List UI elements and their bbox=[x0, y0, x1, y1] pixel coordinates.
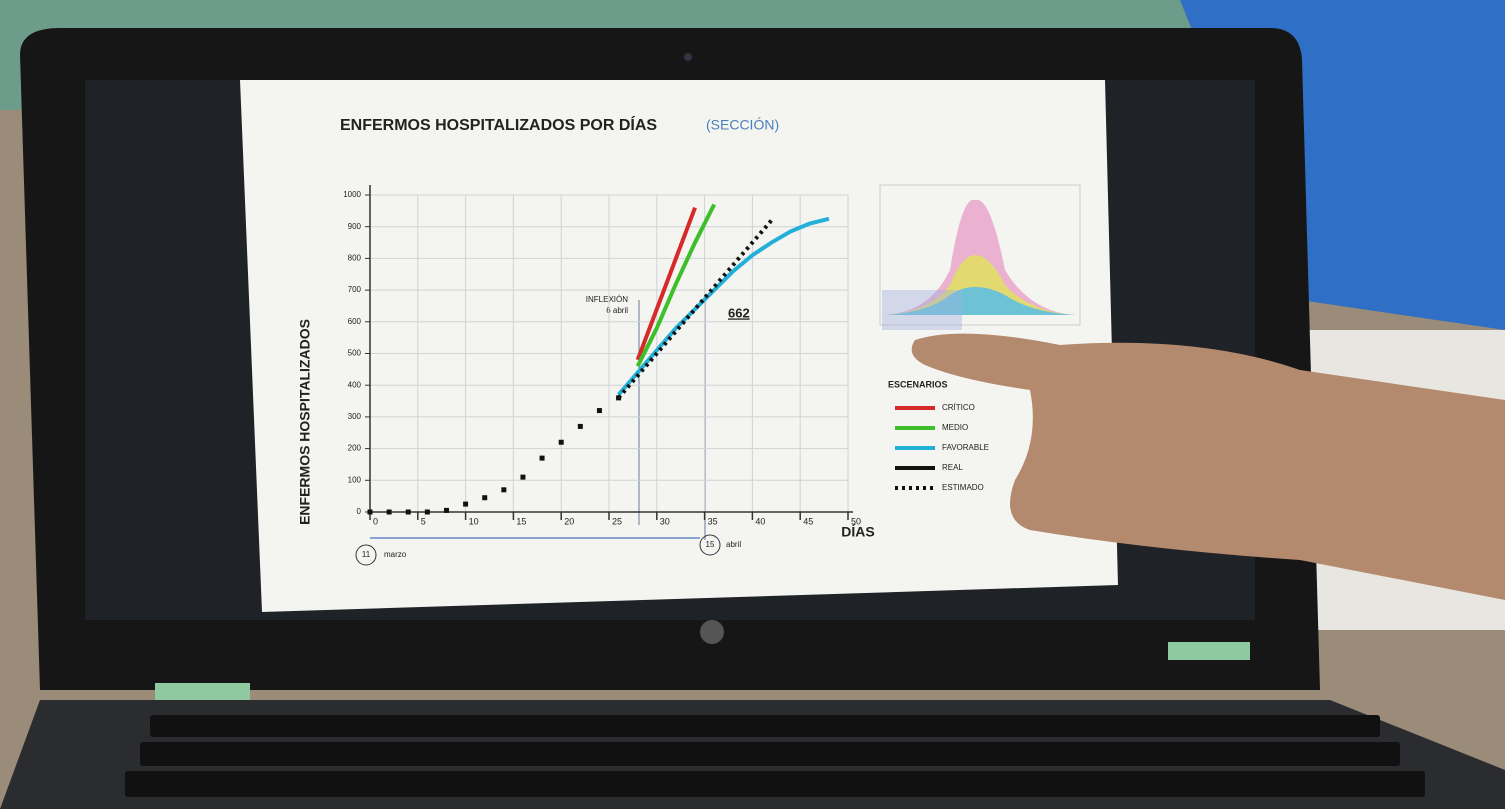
x-tick-label: 0 bbox=[373, 516, 378, 526]
y-tick-label: 500 bbox=[348, 349, 362, 358]
y-tick-label: 600 bbox=[348, 317, 362, 326]
y-tick-label: 300 bbox=[348, 412, 362, 421]
data-point bbox=[597, 408, 602, 413]
data-point bbox=[406, 510, 411, 515]
keys bbox=[125, 715, 1425, 797]
photo: ENFERMOS HOSPITALIZADOS POR DÍAS (SECCIÓ… bbox=[0, 0, 1505, 809]
y-tick-label: 400 bbox=[348, 380, 362, 389]
x-tick-label: 30 bbox=[660, 516, 670, 526]
annotation: marzo bbox=[384, 550, 407, 559]
chart-title: ENFERMOS HOSPITALIZADOS POR DÍAS bbox=[340, 115, 657, 134]
y-tick-label: 1000 bbox=[343, 190, 361, 199]
x-tick-label: 10 bbox=[469, 516, 479, 526]
y-tick-label: 900 bbox=[348, 222, 362, 231]
legend-label: ESTIMADO bbox=[942, 483, 984, 492]
data-point bbox=[425, 510, 430, 515]
x-tick-label: 20 bbox=[564, 516, 574, 526]
chart-subtitle: (SECCIÓN) bbox=[706, 117, 779, 133]
x-tick-label: 25 bbox=[612, 516, 622, 526]
data-point bbox=[482, 495, 487, 500]
data-point bbox=[463, 502, 468, 507]
legend-label: REAL bbox=[942, 463, 963, 472]
data-point bbox=[368, 510, 373, 515]
data-point bbox=[444, 508, 449, 513]
logo bbox=[700, 620, 724, 644]
y-tick-label: 700 bbox=[348, 285, 362, 294]
hinge bbox=[155, 683, 250, 701]
data-point bbox=[578, 424, 583, 429]
legend-label: MEDIO bbox=[942, 423, 968, 432]
legend-label: FAVORABLE bbox=[942, 443, 989, 452]
hinge bbox=[1168, 642, 1250, 660]
data-point bbox=[540, 456, 545, 461]
x-tick-label: 5 bbox=[421, 516, 426, 526]
y-tick-label: 100 bbox=[348, 475, 362, 484]
x-tick-label: 15 bbox=[516, 516, 526, 526]
data-point bbox=[559, 440, 564, 445]
annotation: 6 abril bbox=[606, 306, 628, 315]
legend-title: ESCENARIOS bbox=[888, 379, 948, 389]
annotation: 15 bbox=[706, 540, 715, 549]
x-tick-label: 35 bbox=[708, 516, 718, 526]
x-tick-label: 40 bbox=[755, 516, 765, 526]
annotation: abril bbox=[726, 540, 741, 549]
y-axis-label: ENFERMOS HOSPITALIZADOS bbox=[297, 319, 313, 525]
annotation: 11 bbox=[362, 550, 371, 559]
data-point bbox=[501, 487, 506, 492]
y-tick-label: 800 bbox=[348, 254, 362, 263]
annotation: 662 bbox=[728, 305, 750, 320]
page: ENFERMOS HOSPITALIZADOS POR DÍAS (SECCIÓ… bbox=[0, 0, 1505, 809]
annotation: INFLEXIÓN bbox=[586, 295, 628, 304]
data-point bbox=[520, 475, 525, 480]
x-tick-label: 50 bbox=[851, 516, 861, 526]
x-tick-label: 45 bbox=[803, 516, 813, 526]
y-tick-label: 0 bbox=[357, 507, 362, 516]
legend-label: CRÍTICO bbox=[942, 403, 975, 412]
y-tick-label: 200 bbox=[348, 444, 362, 453]
webcam bbox=[684, 53, 692, 61]
inset-chart bbox=[880, 185, 1080, 330]
data-point bbox=[387, 510, 392, 515]
